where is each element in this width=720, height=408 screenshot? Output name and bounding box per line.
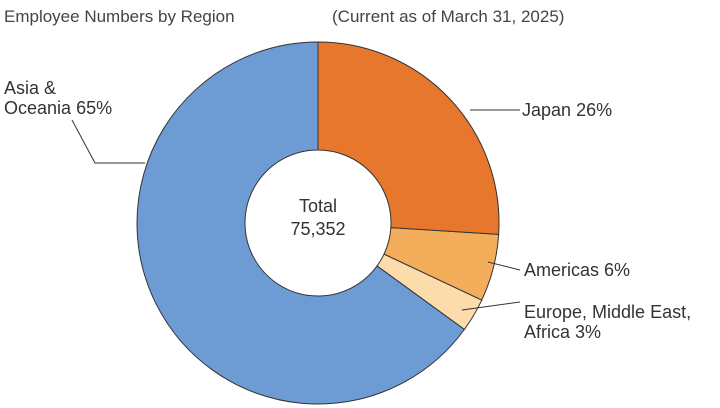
slice-label: Europe, Middle East, Africa 3% — [524, 302, 714, 342]
value-label: 26% — [576, 100, 613, 120]
value-label: 65% — [76, 98, 113, 118]
slice — [376, 253, 483, 331]
slice — [383, 227, 500, 301]
slice — [317, 41, 500, 235]
leader-line — [461, 301, 521, 311]
category-name: Americas — [524, 260, 600, 280]
value-label: 6% — [604, 260, 631, 280]
category-name: Europe, Middle East, Africa — [524, 302, 692, 342]
center-total: 75,352 — [290, 219, 345, 239]
leader-line — [487, 261, 521, 271]
chart-title: Employee Numbers by Region — [4, 7, 235, 26]
leader-line — [71, 119, 145, 164]
value-label: 3% — [575, 322, 602, 342]
chart-subtitle: (Current as of March 31, 2025) — [332, 7, 565, 26]
category-name: Asia & Oceania — [4, 78, 72, 118]
slice-label: Japan 26% — [522, 100, 712, 120]
slice — [136, 41, 466, 405]
slice-label: Americas 6% — [524, 260, 714, 280]
center-label: Total — [299, 196, 337, 216]
category-name: Japan — [522, 100, 572, 120]
slice-label: Asia & Oceania 65% — [4, 78, 116, 118]
